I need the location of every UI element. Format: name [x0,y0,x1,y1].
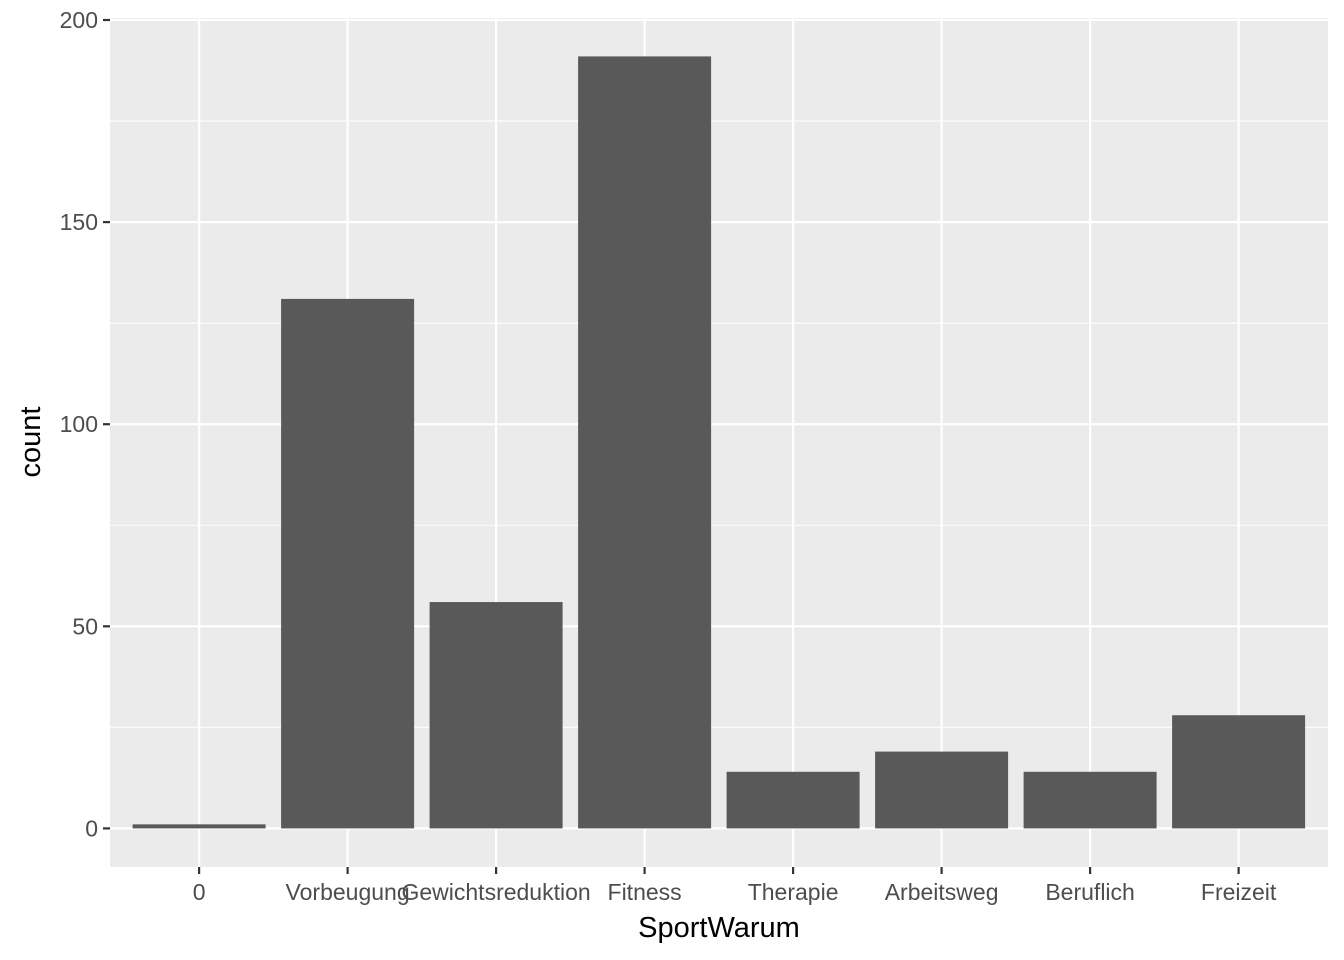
x-tick-label: 0 [193,879,206,905]
bar-freizeit [1172,715,1306,829]
bar-fitness [578,56,712,829]
x-tick-label: Therapie [748,879,839,905]
x-tick-label: Gewichtsreduktion [401,879,590,905]
y-axis-title: count [15,407,47,478]
x-axis-title: SportWarum [638,912,800,944]
bar-gewichtsreduktion [429,602,563,829]
bar-beruflich [1023,771,1157,829]
bar-arbeitsweg [875,751,1009,829]
bar-0 [132,824,266,829]
y-tick-label: 0 [85,815,98,841]
x-tick-label: Arbeitsweg [885,879,999,905]
y-tick-label: 100 [60,411,98,437]
y-tick-label: 150 [60,209,98,235]
bar-therapie [726,771,860,829]
x-tick-label: Freizeit [1201,879,1277,905]
x-tick-label: Vorbeugung [286,879,410,905]
x-tick-label: Fitness [608,879,682,905]
y-tick-label: 50 [72,613,98,639]
x-tick-label: Beruflich [1045,879,1134,905]
y-tick-label: 200 [60,7,98,33]
bar-vorbeugung [281,298,415,829]
bars [132,56,1306,829]
y-axis: 0 50 100 150 200 [60,7,110,841]
